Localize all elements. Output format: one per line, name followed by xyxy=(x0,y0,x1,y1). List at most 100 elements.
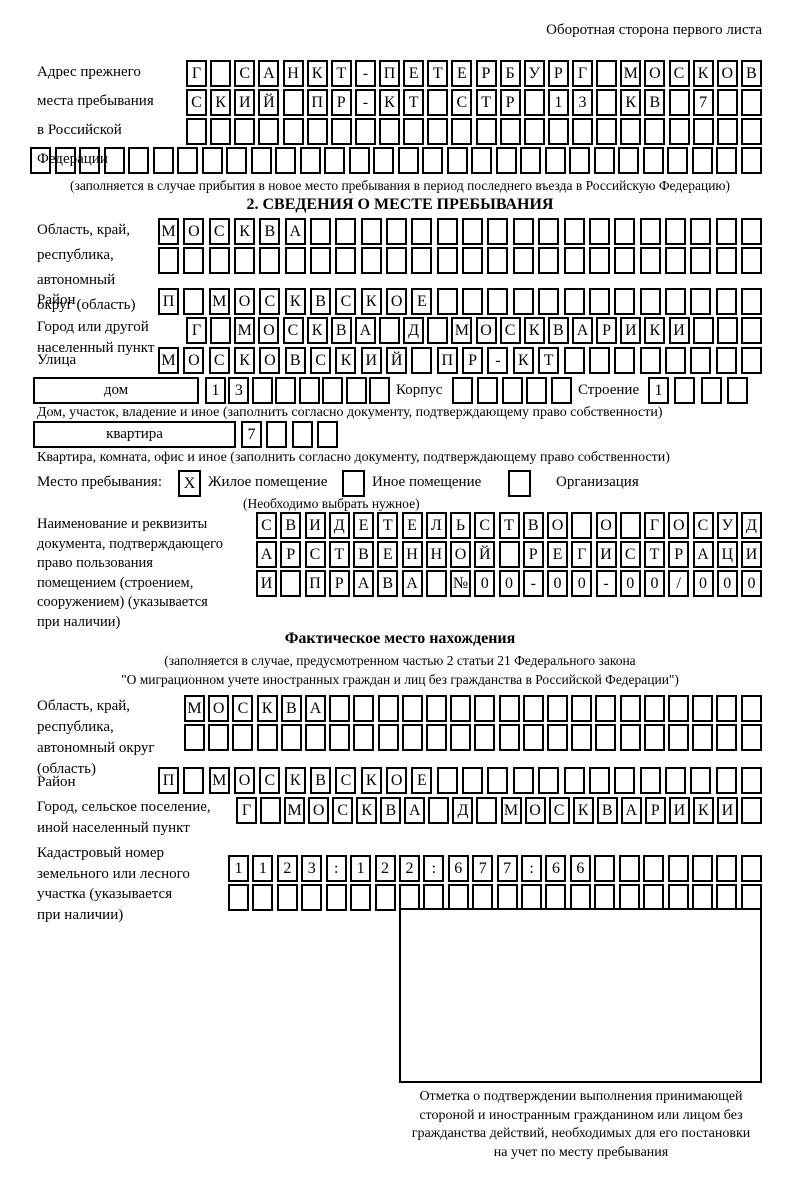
char-cell xyxy=(618,855,640,882)
char-cell: Р xyxy=(330,89,352,116)
char-cell xyxy=(716,724,738,751)
char-cell: Ц xyxy=(716,541,738,568)
char-cell: Д xyxy=(328,512,350,539)
char-cell xyxy=(210,317,232,344)
char-cell xyxy=(740,347,762,374)
char-cell xyxy=(322,377,344,404)
actual-location-note-2: "О миграционном учете иностранных гражда… xyxy=(121,672,679,687)
apartment-field-box: квартира xyxy=(33,421,236,448)
char-cell xyxy=(201,147,223,174)
char-cell: Б xyxy=(499,60,521,87)
char-cell: Р xyxy=(644,797,666,824)
char-cell xyxy=(54,147,76,174)
char-cell: П xyxy=(158,767,179,794)
char-cell xyxy=(569,147,591,174)
char-cell xyxy=(740,695,762,722)
char-cell: 0 xyxy=(547,570,568,597)
char-cell: В xyxy=(377,570,399,597)
char-cell: К xyxy=(306,317,328,344)
char-cell: О xyxy=(595,512,617,539)
char-cell: С xyxy=(451,89,473,116)
char-cell xyxy=(547,695,569,722)
char-cell xyxy=(103,147,125,174)
char-cell xyxy=(614,347,636,374)
actual-region-label: Область, край, республика, автономный ок… xyxy=(37,698,155,777)
char-cell: О xyxy=(386,288,408,315)
char-cell xyxy=(210,60,232,87)
prev-address-row-4 xyxy=(30,147,762,174)
char-cell: К xyxy=(356,797,378,824)
char-cell xyxy=(397,147,419,174)
char-cell: П xyxy=(158,288,179,315)
char-cell: В xyxy=(310,767,332,794)
char-cell xyxy=(715,347,737,374)
actual-location-title: Фактическое место нахождения xyxy=(284,630,516,647)
char-cell xyxy=(373,147,395,174)
char-cell: А xyxy=(305,695,327,722)
char-cell: О xyxy=(234,288,256,315)
char-cell xyxy=(324,147,346,174)
cadastral-row-2 xyxy=(228,884,762,911)
char-cell: 1 xyxy=(350,855,372,882)
char-cell: С xyxy=(259,767,281,794)
char-cell xyxy=(690,247,712,274)
char-cell xyxy=(563,247,585,274)
char-cell: 0 xyxy=(571,570,593,597)
char-cell: Т xyxy=(538,347,560,374)
char-cell xyxy=(547,118,569,145)
char-cell: 3 xyxy=(228,377,250,404)
char-cell xyxy=(301,884,323,911)
char-cell xyxy=(740,767,762,794)
char-cell: И xyxy=(668,317,690,344)
char-cell xyxy=(664,218,686,245)
char-cell: О xyxy=(644,60,666,87)
char-cell xyxy=(275,377,297,404)
char-cell xyxy=(335,247,357,274)
char-cell xyxy=(690,288,712,315)
char-cell: С xyxy=(619,541,641,568)
char-cell xyxy=(487,767,509,794)
char-cell: П xyxy=(306,89,328,116)
char-cell xyxy=(523,118,545,145)
char-cell xyxy=(740,288,762,315)
char-cell: Е xyxy=(353,512,374,539)
char-cell: Г xyxy=(186,317,207,344)
char-cell xyxy=(740,247,762,274)
char-cell: 0 xyxy=(619,570,641,597)
char-cell: К xyxy=(256,695,278,722)
char-cell: Т xyxy=(427,60,449,87)
char-cell xyxy=(643,855,665,882)
char-cell: 0 xyxy=(644,570,665,597)
korpus-row xyxy=(452,377,572,404)
char-cell xyxy=(572,118,593,145)
char-cell xyxy=(668,695,690,722)
char-cell xyxy=(690,767,712,794)
char-cell xyxy=(588,218,610,245)
char-cell: М xyxy=(451,317,473,344)
char-cell xyxy=(228,884,249,911)
char-cell: О xyxy=(475,317,497,344)
char-cell: К xyxy=(284,288,306,315)
char-cell xyxy=(79,147,101,174)
char-cell: Г xyxy=(572,60,593,87)
char-cell: О xyxy=(183,347,205,374)
char-cell xyxy=(618,147,640,174)
char-cell xyxy=(547,724,569,751)
char-cell xyxy=(690,347,712,374)
char-cell: М xyxy=(184,695,205,722)
house-field-box: дом xyxy=(33,377,199,404)
char-cell xyxy=(403,118,425,145)
char-cell: С xyxy=(208,218,230,245)
char-cell xyxy=(569,884,591,911)
char-cell xyxy=(495,147,517,174)
char-cell: Т xyxy=(475,89,497,116)
char-cell xyxy=(563,218,585,245)
char-cell: - xyxy=(595,570,617,597)
char-cell xyxy=(452,377,473,404)
char-cell: Р xyxy=(522,541,544,568)
char-cell xyxy=(377,695,399,722)
char-cell xyxy=(643,695,665,722)
